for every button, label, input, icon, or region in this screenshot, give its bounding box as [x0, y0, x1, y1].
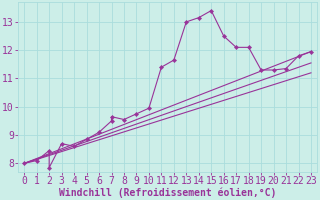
X-axis label: Windchill (Refroidissement éolien,°C): Windchill (Refroidissement éolien,°C) — [59, 187, 276, 198]
